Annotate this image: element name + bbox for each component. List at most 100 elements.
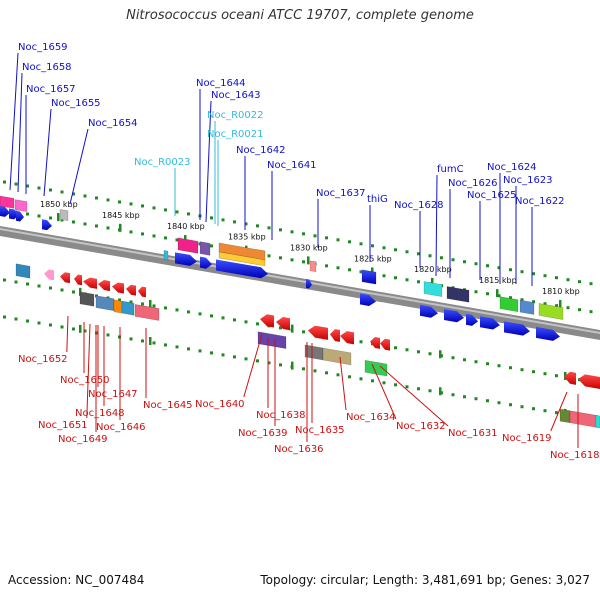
dot [543, 372, 547, 376]
dot [221, 218, 225, 222]
dot [164, 208, 167, 212]
dot [49, 216, 52, 220]
dot [348, 240, 351, 244]
dot [106, 333, 110, 337]
dot [417, 252, 420, 256]
dot [359, 377, 363, 381]
dot [336, 373, 340, 377]
gene-label-bottom: Noc_1632 [396, 421, 446, 432]
dot [474, 290, 478, 294]
dot [486, 292, 489, 296]
dot [336, 266, 340, 270]
dot [474, 262, 478, 266]
dot [279, 228, 282, 232]
gene-arrow-forward [175, 252, 197, 266]
dot [532, 272, 535, 276]
accession-text: Accession: NC_007484 [8, 573, 145, 587]
dot [486, 264, 489, 268]
dot [497, 364, 501, 368]
gene-arrow-reverse [74, 274, 82, 286]
gene-box [446, 286, 470, 303]
dot [233, 355, 236, 359]
dot [451, 356, 455, 360]
gene-label-top: Noc_1641 [267, 160, 317, 171]
dot [520, 368, 524, 372]
gene-box [95, 295, 115, 312]
dot [440, 256, 443, 260]
dot [382, 274, 386, 278]
dot [520, 298, 524, 302]
gene-box [309, 260, 317, 273]
dot [486, 399, 489, 403]
gene-box [257, 331, 287, 349]
dot [302, 260, 305, 264]
gene-arrow-reverse [126, 284, 136, 296]
gene-arrow-reverse [83, 277, 97, 289]
gene-arrow-reverse [60, 272, 70, 284]
dot [26, 282, 29, 286]
gene-label-top: thiG [367, 194, 388, 205]
leader-line [86, 323, 91, 419]
dot [520, 405, 524, 409]
gene-arrow-forward [200, 256, 212, 269]
gene-label-bottom: Noc_1639 [238, 428, 288, 439]
gene-label-bottom: Noc_1652 [18, 354, 68, 365]
minor-tick [79, 324, 82, 333]
gene-label-bottom: Noc_1640 [195, 399, 245, 410]
dot [405, 385, 409, 389]
dot [578, 280, 581, 284]
dot [359, 340, 363, 344]
dot [543, 274, 547, 278]
map-title: Nitrosococcus oceani ATCC 19707, complet… [126, 8, 474, 23]
dot [37, 284, 41, 288]
gene-arrow-forward [0, 206, 10, 217]
dot [129, 337, 133, 341]
gene-box [0, 195, 15, 209]
dot [555, 374, 558, 378]
scale-tick [57, 213, 60, 222]
dot [463, 260, 466, 264]
dot [463, 395, 466, 399]
dot [83, 329, 87, 333]
gene-features [0, 195, 600, 429]
dot [198, 312, 202, 316]
dot [405, 278, 409, 282]
dot [175, 345, 179, 349]
gene-label-top: Noc_1658 [22, 62, 72, 73]
dot [37, 214, 41, 218]
dot [72, 327, 75, 331]
dot [566, 278, 570, 282]
gene-arrow-forward [466, 313, 478, 326]
dot [394, 383, 397, 387]
leader-line [17, 72, 23, 193]
dot [164, 343, 167, 347]
gene-label-bottom: Noc_1631 [448, 428, 498, 439]
dot [555, 304, 558, 308]
gene-label-bottom: Noc_1647 [88, 389, 138, 400]
dot [72, 290, 75, 294]
scale-tick [371, 267, 374, 276]
gene-box [322, 347, 352, 366]
dot [210, 244, 213, 248]
gene-label-top: Noc_1624 [487, 162, 537, 173]
dot [187, 347, 190, 351]
gene-arrow-forward [444, 308, 464, 323]
gene-label-bottom: Noc_1645 [143, 400, 193, 411]
dot [371, 244, 374, 248]
leader-line [371, 363, 397, 420]
dot [405, 250, 409, 254]
dot [486, 362, 489, 366]
gene-label-bottom: Noc_1619 [502, 433, 552, 444]
scale-tick-label: 1810 kbp [542, 287, 580, 296]
dot [129, 230, 133, 234]
gene-arrow-forward [360, 293, 376, 306]
dot [509, 366, 512, 370]
dot [14, 182, 18, 186]
gene-box [519, 299, 535, 315]
dot [49, 286, 52, 290]
gene-box [199, 241, 211, 256]
gene-label-top: Noc_1628 [394, 200, 444, 211]
dot [118, 298, 121, 302]
gene-label-bottom: Noc_1651 [38, 420, 88, 431]
gene-arrow-reverse [276, 317, 290, 331]
